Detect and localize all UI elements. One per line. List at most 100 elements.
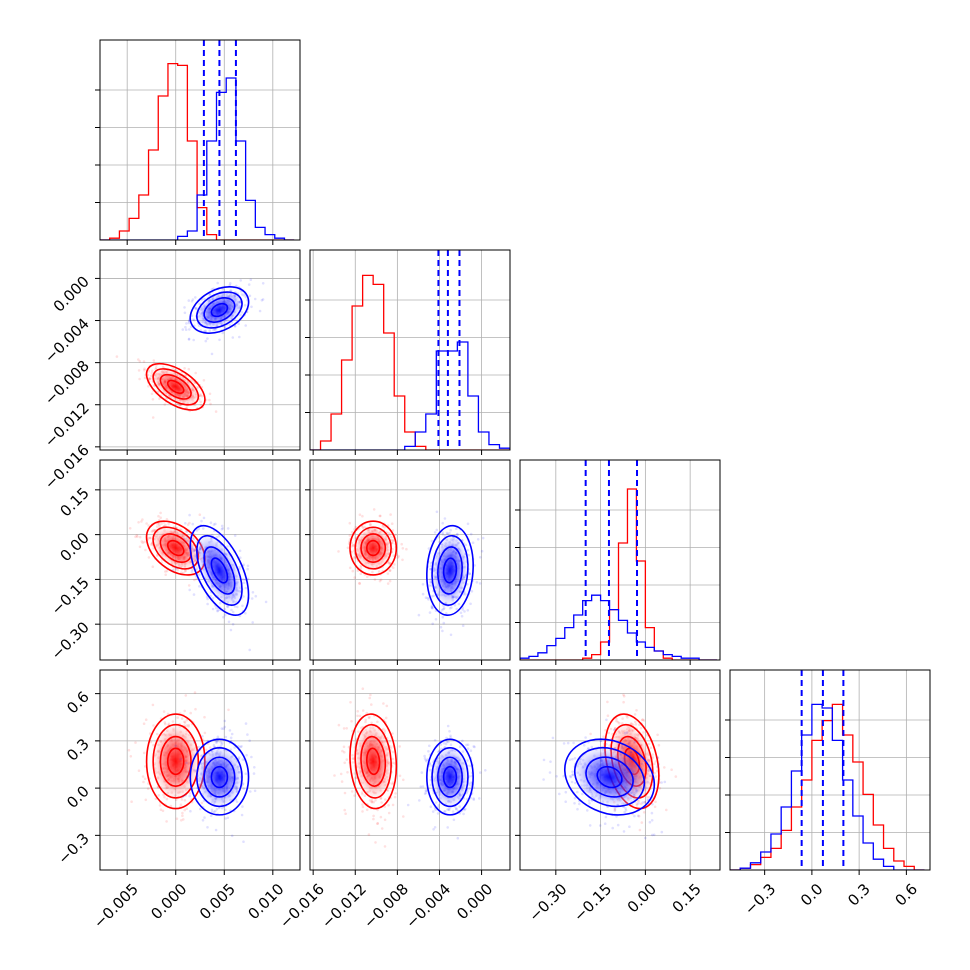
sample-point bbox=[188, 794, 191, 798]
sample-point bbox=[252, 772, 256, 775]
sample-point bbox=[633, 740, 637, 744]
sample-point bbox=[379, 815, 383, 819]
sample-point bbox=[468, 764, 472, 768]
sample-point bbox=[373, 578, 377, 581]
sample-point bbox=[200, 519, 203, 523]
sample-point bbox=[391, 781, 395, 784]
sample-point bbox=[236, 605, 239, 609]
sample-point bbox=[622, 830, 626, 833]
sample-point bbox=[179, 803, 183, 806]
sample-point bbox=[368, 799, 372, 802]
sample-point bbox=[134, 535, 137, 539]
sample-point bbox=[214, 328, 217, 331]
sample-point bbox=[337, 723, 341, 727]
sample-point bbox=[193, 306, 197, 310]
sample-point bbox=[603, 822, 607, 825]
contour-blue-level-0 bbox=[210, 302, 229, 318]
sample-point bbox=[428, 768, 432, 772]
sample-point bbox=[653, 805, 657, 809]
sample-point bbox=[380, 801, 383, 804]
sample-point bbox=[358, 714, 362, 718]
sample-point bbox=[449, 736, 452, 739]
sample-point bbox=[187, 770, 191, 773]
sample-point bbox=[432, 828, 435, 831]
sample-point bbox=[163, 721, 167, 724]
sample-point bbox=[656, 765, 659, 768]
sample-point bbox=[650, 819, 654, 822]
sample-point bbox=[466, 609, 470, 612]
sample-point bbox=[198, 585, 201, 588]
sample-point bbox=[660, 781, 663, 784]
sample-point bbox=[640, 762, 643, 766]
sample-point bbox=[368, 715, 371, 719]
sample-point bbox=[206, 597, 209, 601]
sample-point bbox=[185, 807, 188, 810]
sample-point bbox=[371, 570, 374, 574]
sample-point bbox=[609, 727, 613, 731]
sample-point bbox=[606, 714, 610, 717]
histogram-panel-2 bbox=[515, 459, 721, 665]
sample-point bbox=[653, 771, 656, 775]
sample-point bbox=[576, 807, 579, 811]
sample-point bbox=[448, 808, 451, 812]
sample-point bbox=[184, 374, 187, 377]
sample-point bbox=[348, 534, 352, 537]
sample-point bbox=[573, 796, 577, 800]
sample-point bbox=[227, 620, 231, 624]
sample-point bbox=[602, 735, 605, 738]
sample-point bbox=[647, 795, 651, 799]
sample-point bbox=[608, 744, 611, 747]
sample-point bbox=[572, 741, 575, 745]
sample-point bbox=[350, 720, 353, 723]
sample-point bbox=[188, 588, 191, 592]
sample-point bbox=[224, 817, 227, 820]
sample-point bbox=[189, 809, 192, 813]
sample-point bbox=[361, 526, 365, 530]
sample-point bbox=[191, 567, 194, 571]
sample-point bbox=[644, 836, 647, 840]
sample-point bbox=[233, 325, 237, 328]
sample-point bbox=[451, 810, 455, 813]
sample-point bbox=[424, 791, 428, 794]
sample-point bbox=[191, 536, 195, 540]
sample-point bbox=[423, 754, 426, 758]
panel-frame bbox=[99, 669, 301, 871]
sample-point bbox=[237, 756, 241, 759]
contour-blue-level-2 bbox=[431, 534, 469, 606]
sample-point bbox=[159, 516, 162, 519]
sample-point bbox=[158, 524, 161, 528]
sample-point bbox=[464, 807, 467, 811]
contour-blue-level-1 bbox=[203, 546, 236, 595]
sample-point bbox=[180, 819, 183, 822]
sample-point bbox=[226, 527, 230, 530]
sample-point bbox=[187, 367, 191, 371]
sample-point bbox=[158, 804, 162, 807]
sample-point bbox=[568, 774, 572, 778]
sample-point bbox=[441, 533, 445, 536]
sample-point bbox=[391, 529, 395, 532]
sample-point bbox=[350, 530, 354, 534]
sample-point bbox=[241, 758, 244, 761]
sample-point bbox=[658, 787, 662, 790]
sample-point bbox=[433, 739, 437, 742]
panel-frame bbox=[729, 669, 931, 871]
sample-point bbox=[333, 774, 336, 777]
sample-point bbox=[147, 556, 151, 559]
sample-point bbox=[218, 601, 222, 605]
sample-point bbox=[151, 703, 155, 707]
sample-point bbox=[149, 740, 153, 744]
sample-point bbox=[250, 305, 253, 309]
sample-point bbox=[378, 514, 382, 518]
sample-point bbox=[226, 604, 229, 608]
sample-point bbox=[367, 833, 371, 836]
sample-point bbox=[633, 713, 637, 716]
sample-point bbox=[670, 768, 673, 771]
sample-point bbox=[383, 729, 387, 732]
sample-point bbox=[424, 789, 428, 792]
sample-point bbox=[613, 807, 617, 810]
sample-point bbox=[210, 808, 214, 812]
sample-point bbox=[135, 534, 139, 537]
sample-point bbox=[348, 566, 352, 570]
contour-blue-level-1 bbox=[585, 756, 634, 798]
sample-point bbox=[345, 727, 349, 730]
